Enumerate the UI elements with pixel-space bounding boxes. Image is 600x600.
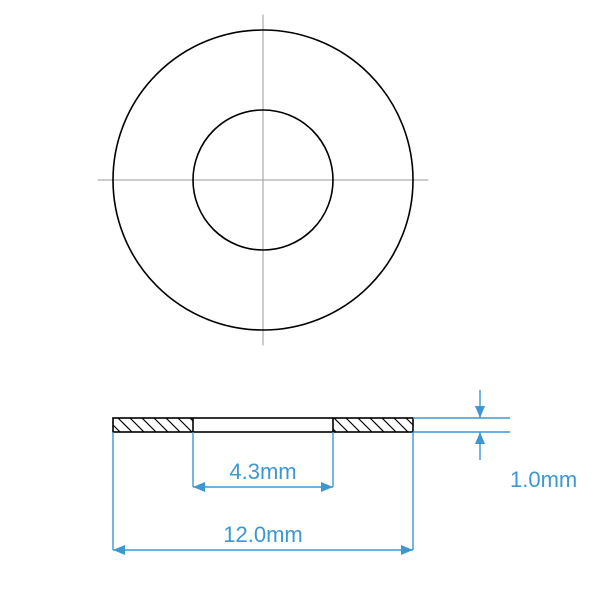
washer-engineering-drawing: 4.3mm 12.0mm 1.0mm xyxy=(0,0,600,600)
inner-diameter-label: 4.3mm xyxy=(229,459,296,484)
top-view xyxy=(98,15,428,345)
dimension-annotations: 4.3mm 12.0mm 1.0mm xyxy=(113,390,577,555)
section-outline xyxy=(113,418,413,432)
thickness-label: 1.0mm xyxy=(510,467,577,492)
outer-diameter-label: 12.0mm xyxy=(223,522,302,547)
side-view-section xyxy=(113,418,413,432)
